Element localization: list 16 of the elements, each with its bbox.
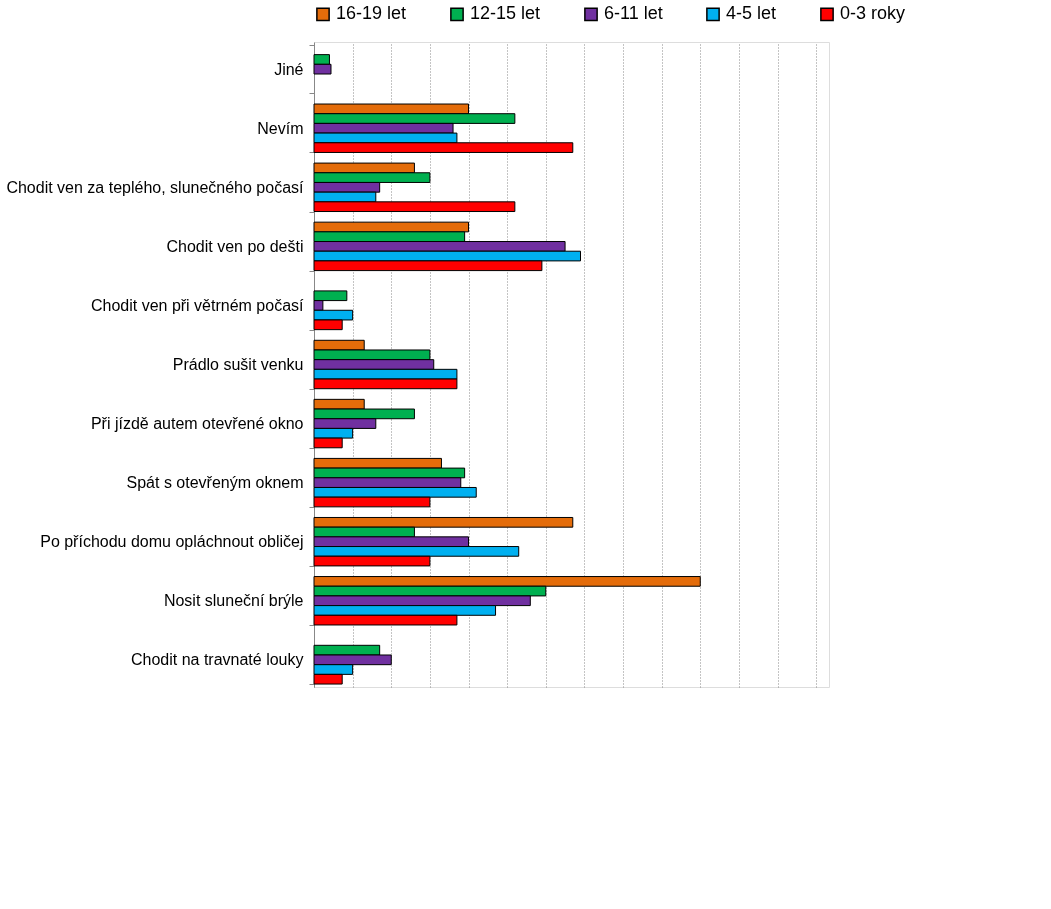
y-tick-label: Chodit na travnaté louky xyxy=(130,651,304,669)
y-tick-label: Jiné xyxy=(274,60,304,78)
y-tick-label: Spát s otevřeným oknem xyxy=(126,474,304,492)
legend-label: 6-11 let xyxy=(604,3,663,24)
legend-label: 4-5 let xyxy=(726,3,777,24)
y-tick-label: Chodit ven při větrném počasí xyxy=(90,296,305,314)
y-tick-label: Chodit ven za teplého, slunečného počasí xyxy=(6,178,305,196)
legend-label: 0-3 roky xyxy=(840,3,906,24)
legend-label: 12-15 let xyxy=(470,3,541,24)
y-tick-label: Při jízdě autem otevřené okno xyxy=(90,415,304,433)
y-tick-label: Po příchodu domu opláchnout obličej xyxy=(40,533,304,551)
y-tick-label: Prádlo sušit venku xyxy=(172,356,304,373)
y-tick-label: Chodit ven po dešti xyxy=(166,237,304,255)
y-tick-label: Nevím xyxy=(257,119,304,137)
legend-label: 16-19 let xyxy=(336,3,407,24)
y-tick-label: Nosit sluneční brýle xyxy=(163,592,304,610)
